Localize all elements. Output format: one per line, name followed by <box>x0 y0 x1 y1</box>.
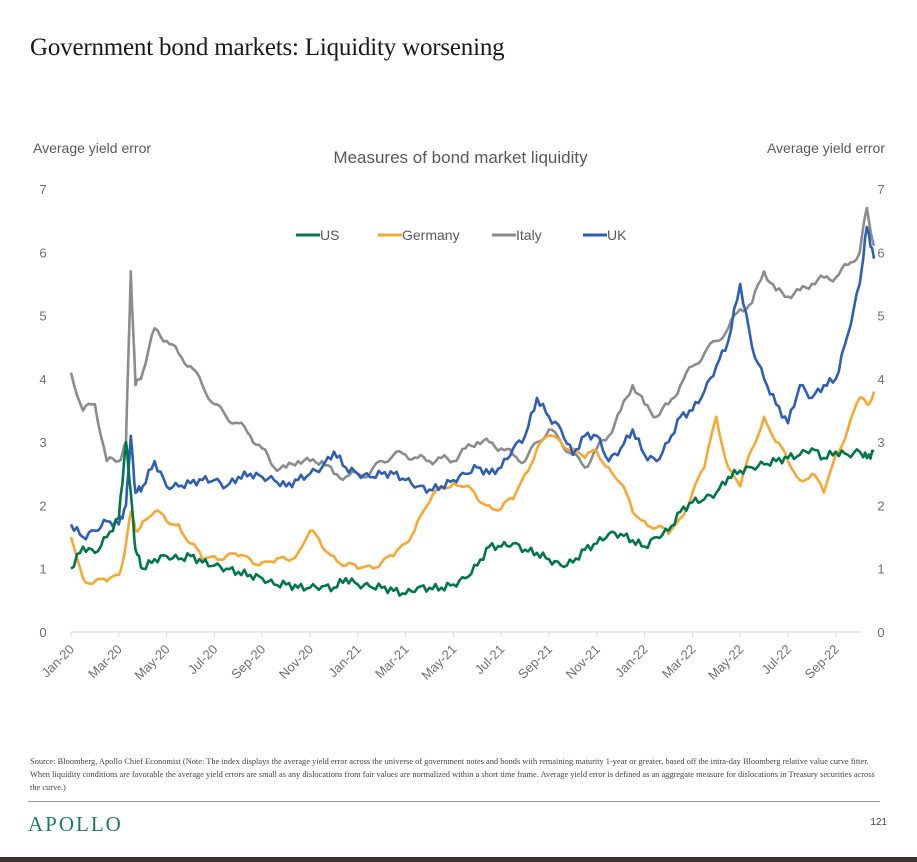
y-tick-label-left: 0 <box>39 625 46 640</box>
legend-label: Germany <box>402 227 460 243</box>
y-tick-label-left: 5 <box>39 309 46 324</box>
y-tick-label-right: 6 <box>877 245 884 260</box>
y-tick-label-right: 3 <box>877 435 884 450</box>
x-tick-label: Jan-20 <box>38 642 77 681</box>
legend-item-us: US <box>296 227 339 243</box>
y-tick-label-left: 7 <box>39 182 46 197</box>
footer-divider <box>28 801 880 802</box>
brand-logo: APOLLO <box>28 812 123 836</box>
legend: US Germany Italy UK <box>296 227 627 243</box>
series-line-uk <box>69 225 876 541</box>
x-tick-label: May-22 <box>705 642 746 683</box>
y-tick-label-left: 4 <box>39 372 46 387</box>
y-tick-label-right: 1 <box>877 562 884 577</box>
y-axis-left: 0 1 2 3 4 5 6 7 <box>39 182 46 640</box>
x-tick-label: Jan-22 <box>612 642 651 681</box>
y-axis-title-left: Average yield error <box>33 140 152 156</box>
chart-title: Measures of bond market liquidity <box>333 148 588 167</box>
source-note: Source: Bloomberg, Apollo Chief Economis… <box>30 757 875 792</box>
x-tick-label: Jul-20 <box>185 642 221 678</box>
legend-label: UK <box>607 227 627 243</box>
x-tick-label: Jul-22 <box>758 642 794 678</box>
x-tick-label: Nov-20 <box>276 642 316 682</box>
x-tick-label: Jan-21 <box>325 642 364 681</box>
legend-label: US <box>320 227 339 243</box>
y-tick-label-right: 2 <box>877 498 884 513</box>
y-tick-label-left: 6 <box>39 245 46 260</box>
y-tick-label-right: 4 <box>877 372 884 387</box>
x-tick-label: Mar-21 <box>372 642 412 682</box>
x-tick-label: May-21 <box>418 642 459 683</box>
page-title: Government bond markets: Liquidity worse… <box>30 34 505 61</box>
y-tick-label-right: 5 <box>877 309 884 324</box>
y-axis-right: 0 1 2 3 4 5 6 7 <box>877 182 884 640</box>
legend-item-germany: Germany <box>378 227 460 243</box>
bottom-edge-bar <box>0 857 917 862</box>
page-number: 121 <box>870 817 887 828</box>
y-tick-label-right: 0 <box>877 625 884 640</box>
y-tick-label-left: 1 <box>39 562 46 577</box>
y-tick-label-right: 7 <box>877 182 884 197</box>
x-tick-label: Sep-20 <box>228 642 268 682</box>
line-chart: 0 1 2 3 4 5 6 7 0 1 2 3 4 5 6 7 Jan-20 Mar-20 May-20 Jul-… <box>38 182 884 683</box>
x-tick-label: Mar-22 <box>659 642 699 682</box>
x-tick-label: Mar-20 <box>85 642 125 682</box>
x-tick-label: Jul-21 <box>472 642 508 678</box>
x-tick-label: Sep-21 <box>515 642 555 682</box>
x-tick-label: May-20 <box>131 642 172 683</box>
legend-item-italy: Italy <box>492 227 542 243</box>
x-tick-label: Sep-22 <box>802 642 842 682</box>
series-line-us <box>70 440 875 597</box>
x-tick-label: Nov-21 <box>563 642 603 682</box>
y-tick-label-left: 2 <box>39 498 46 513</box>
series-lines <box>69 206 876 597</box>
y-tick-label-left: 3 <box>39 435 46 450</box>
legend-label: Italy <box>516 227 542 243</box>
y-axis-title-right: Average yield error <box>766 140 885 156</box>
legend-item-uk: UK <box>583 227 627 243</box>
x-axis: Jan-20 Mar-20 May-20 Jul-20 Sep-20 Nov-20 Jan-… <box>38 631 862 683</box>
series-line-italy <box>69 206 876 482</box>
